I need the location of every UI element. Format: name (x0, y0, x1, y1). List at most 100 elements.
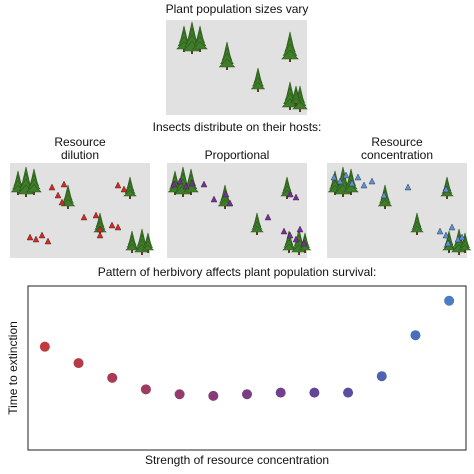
tree (250, 225, 264, 233)
tree-trunk (286, 196, 288, 199)
panel-label: Resource (371, 135, 423, 149)
tree-trunk (182, 194, 184, 197)
tree (192, 41, 208, 50)
insect (264, 213, 272, 221)
insect (300, 239, 308, 247)
data-point (107, 372, 118, 383)
tree-trunk (190, 192, 192, 195)
insect (44, 237, 52, 245)
tree (281, 49, 299, 60)
tree (298, 244, 312, 251)
data-point (275, 387, 286, 398)
tree-trunk (25, 194, 27, 197)
data-point (410, 330, 421, 341)
panel-label: Resource (54, 135, 106, 149)
tree-trunk (141, 252, 143, 255)
tree-trunk (416, 232, 418, 235)
insect (60, 180, 68, 188)
tree-trunk (458, 252, 460, 255)
insect (108, 221, 116, 229)
tree-trunk (224, 206, 226, 209)
insect (176, 177, 184, 185)
plot-frame (27, 285, 467, 451)
tree-trunk (446, 196, 448, 199)
data-point (343, 387, 354, 398)
tree (440, 189, 454, 197)
tree-trunk (257, 89, 259, 92)
tree-trunk (298, 252, 300, 255)
data-point (39, 341, 50, 352)
insect (368, 177, 376, 185)
insect (58, 198, 66, 206)
panel-label: concentration (361, 148, 433, 162)
tree (125, 243, 139, 251)
insect (404, 183, 412, 191)
tree (289, 97, 303, 104)
insect (114, 181, 122, 189)
insect (96, 231, 104, 239)
tree-trunk (288, 250, 290, 253)
insect (292, 193, 300, 201)
insect (348, 179, 356, 187)
tree (26, 184, 42, 193)
tree-trunk (226, 67, 228, 70)
x-axis-label: Strength of resource concentration (145, 453, 329, 467)
insect (38, 231, 46, 239)
insect (448, 223, 456, 231)
data-point (73, 358, 84, 369)
tree-trunk (129, 196, 131, 199)
data-point (242, 389, 252, 400)
insect (436, 227, 444, 235)
tree-trunk (342, 194, 344, 197)
insect (442, 185, 450, 193)
insect (336, 177, 344, 185)
insect (292, 235, 300, 243)
insect (114, 223, 122, 231)
tree-trunk (256, 232, 258, 235)
insect (92, 211, 100, 219)
insect (286, 231, 294, 239)
insect (120, 185, 128, 193)
insect (330, 173, 338, 181)
tree (343, 184, 359, 193)
insect (222, 190, 230, 198)
tree-trunk (295, 103, 297, 106)
insect (296, 225, 304, 233)
insect (226, 199, 234, 207)
insect (170, 180, 178, 188)
tree-trunk (131, 250, 133, 253)
insect (380, 191, 388, 199)
tree (250, 81, 266, 90)
panel-label: Proportional (205, 148, 270, 162)
insect (444, 239, 452, 247)
panel-label: dilution (61, 148, 99, 162)
insect (200, 180, 208, 188)
tree (410, 225, 424, 233)
tree (141, 244, 155, 251)
insect (210, 195, 218, 203)
tree-trunk (304, 250, 306, 253)
data-point (376, 371, 387, 382)
tree-trunk (191, 51, 193, 54)
tree-trunk (33, 192, 35, 195)
insect (342, 171, 350, 179)
tree (377, 198, 393, 207)
insect (32, 235, 40, 243)
data-point (309, 387, 320, 398)
tree-trunk (350, 192, 352, 195)
tree-trunk (464, 250, 466, 253)
data-point (174, 389, 185, 400)
insect (188, 179, 196, 187)
insect (360, 181, 368, 189)
insect (48, 183, 56, 191)
insect (26, 233, 34, 241)
insect (458, 233, 466, 241)
tree-trunk (448, 250, 450, 253)
top-title: Plant population sizes vary (166, 2, 309, 16)
insect (286, 190, 294, 198)
tree (458, 244, 472, 251)
insect (354, 173, 362, 181)
tree (218, 58, 236, 68)
tree (123, 189, 137, 197)
